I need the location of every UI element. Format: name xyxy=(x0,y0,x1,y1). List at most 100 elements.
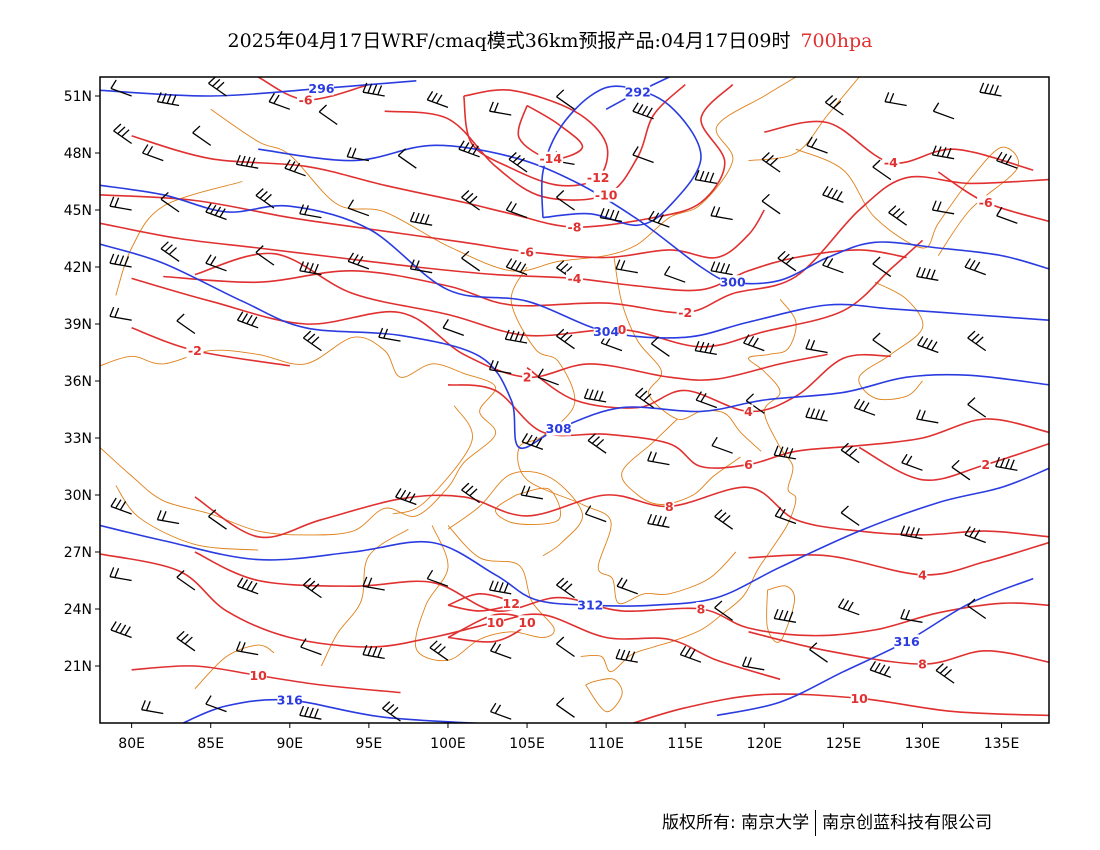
temperature-contour-label-bg xyxy=(882,155,900,170)
wind-barb xyxy=(160,191,180,213)
wind-barb-feather xyxy=(969,259,976,270)
wind-barb-feather xyxy=(519,263,527,273)
wind-barb xyxy=(299,261,322,276)
boundary-line xyxy=(766,585,795,643)
latitude-tick-label: 36N xyxy=(64,374,92,390)
wind-barb xyxy=(156,510,180,525)
wind-barb-feather xyxy=(216,81,225,90)
wind-barb-feather xyxy=(971,333,980,342)
wind-barb-feather xyxy=(715,207,721,217)
wind-barb-feather xyxy=(616,577,623,587)
wind-barb xyxy=(461,250,480,272)
wind-barb-feather xyxy=(515,261,522,271)
latitude-tick-label: 21N xyxy=(64,659,92,675)
wind-barb-shaft xyxy=(395,496,417,506)
wind-barb-shaft xyxy=(237,585,259,595)
wind-barb-shaft xyxy=(932,154,955,160)
height-contour xyxy=(100,467,1049,607)
wind-barb xyxy=(694,170,717,185)
wind-barb-feather xyxy=(117,126,126,135)
wind-barb xyxy=(967,598,987,620)
wind-barb-feather xyxy=(939,666,948,674)
wind-barb-shaft xyxy=(347,156,369,162)
wind-barb-feather xyxy=(119,501,127,511)
wind-barb-feather xyxy=(409,493,416,503)
wind-barb-shaft xyxy=(442,327,465,337)
wind-barb-shaft xyxy=(461,196,480,211)
height-contour xyxy=(100,184,1049,339)
boundary-line xyxy=(621,418,741,505)
temperature-contour-label: 2 xyxy=(523,370,532,385)
wind-barb-feather xyxy=(761,193,770,202)
wind-barb-feather xyxy=(145,701,151,711)
temperature-contour-label: 4 xyxy=(744,404,753,419)
wind-barb xyxy=(840,505,860,526)
wind-barb xyxy=(284,159,306,177)
wind-barb-feather xyxy=(964,258,971,268)
longitude-tick-label: 95E xyxy=(356,736,383,752)
wind-barb-feather xyxy=(114,568,120,578)
wind-barb-feather xyxy=(510,259,517,270)
wind-barb-feather xyxy=(935,663,944,671)
latitude-tick-label: 45N xyxy=(64,203,92,219)
wind-barb xyxy=(488,580,512,595)
wind-barb-shaft xyxy=(205,262,227,272)
wind-barb-feather xyxy=(805,407,811,418)
wind-barb-shaft xyxy=(505,338,528,344)
wind-barb-feather xyxy=(414,260,420,270)
wind-barb-feather xyxy=(872,159,881,168)
wind-barb xyxy=(615,259,638,274)
wind-barb-feather xyxy=(113,123,122,132)
wind-barb-feather xyxy=(311,583,320,592)
boundary-line xyxy=(494,487,561,525)
temperature-contour-label-bg xyxy=(518,615,536,630)
wind-barb-shaft xyxy=(901,462,923,471)
wind-barb-feather xyxy=(840,505,849,514)
wind-barb-shaft xyxy=(917,344,939,354)
wind-barb-feather xyxy=(255,245,264,253)
wind-barb-feather xyxy=(773,608,779,619)
wind-barb-shaft xyxy=(110,629,132,639)
wind-barb-feather xyxy=(521,433,529,443)
temperature-contour-label-bg xyxy=(522,370,532,385)
wind-barb-feather xyxy=(377,647,383,658)
wind-barb-feather xyxy=(689,649,696,659)
wind-barb-feather xyxy=(699,170,705,181)
wind-barb-shaft xyxy=(584,397,607,403)
wind-barb xyxy=(694,341,717,356)
wind-barb-shaft xyxy=(347,207,370,217)
temperature-contour-label-bg xyxy=(977,195,995,210)
wind-barb-feather xyxy=(510,202,517,213)
wind-barb-feather xyxy=(656,515,662,526)
boundary-line xyxy=(414,525,555,662)
wind-barb xyxy=(556,697,575,718)
wind-barb-feather xyxy=(246,580,253,591)
wind-barb xyxy=(884,92,907,107)
wind-barb-shaft xyxy=(458,148,480,158)
wind-barb-feather xyxy=(840,442,849,451)
height-contour-label: 292 xyxy=(625,85,651,100)
temperature-contour xyxy=(748,541,1049,576)
wind-barb-shaft xyxy=(521,494,543,500)
wind-barb-shaft xyxy=(255,194,275,209)
temperature-contour-label: 4 xyxy=(918,567,927,582)
wind-barb-shaft xyxy=(208,516,227,530)
height-contour-label-bg xyxy=(625,85,651,100)
wind-barb-feather xyxy=(556,260,565,269)
wind-barb xyxy=(809,642,828,663)
wind-barb-feather xyxy=(166,93,172,104)
wind-barb-feather xyxy=(210,256,217,266)
wind-barb-feather xyxy=(367,83,373,94)
wind-barb-feather xyxy=(951,459,960,468)
wind-barb-shaft xyxy=(964,534,986,544)
wind-barb-feather xyxy=(914,527,920,538)
wind-barb-feather xyxy=(714,600,723,609)
wind-barb-feather xyxy=(251,316,258,326)
wind-barb-feather xyxy=(810,340,816,350)
wind-barb-shaft xyxy=(777,257,797,272)
temperature-contour-label-bg xyxy=(980,457,991,472)
wind-barb-shaft xyxy=(506,266,528,276)
longitude-tick-label: 135E xyxy=(984,736,1020,752)
wind-barb xyxy=(556,636,575,658)
wind-barb-shaft xyxy=(951,466,971,481)
